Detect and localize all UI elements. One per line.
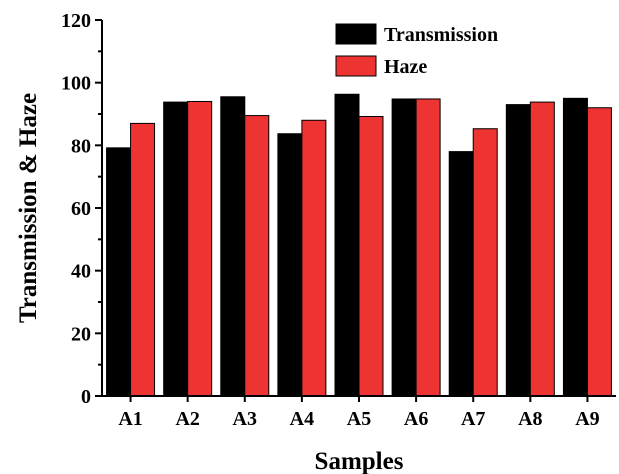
y-tick-label: 0 [81,386,91,408]
bar-haze-a7 [472,128,498,397]
legend-label-transmission: Transmission [384,24,498,46]
bar-transmission-a1 [106,147,132,397]
bar-transmission-a2 [163,101,189,397]
bar-transmission-a9 [562,97,588,397]
bar-transmission-a3 [220,96,246,397]
bar-haze-a9 [586,107,612,397]
bar-haze-a6 [415,98,441,397]
bar-haze-a5 [358,116,384,397]
x-tick-label-a6: A6 [404,408,428,430]
y-tick-label: 40 [71,261,91,283]
legend-swatch-transmission [335,23,377,45]
y-tick-label: 60 [71,198,91,220]
bar-haze-a4 [301,119,327,397]
bar-haze-a1 [130,122,156,397]
x-axis-title: Samples [315,448,404,474]
x-tick-label-a5: A5 [347,408,371,430]
x-ticks-layer: A1 A2 A3 A4 A5 A6 A7 A8 A9 [118,396,600,430]
bar-transmission-a5 [334,93,360,397]
x-tick-label-a4: A4 [290,408,314,430]
bar-transmission-a8 [505,104,531,397]
x-tick-label-a1: A1 [118,408,142,430]
y-axis-title: Transmission & Haze [15,93,42,323]
y-tick-label: 80 [71,135,91,157]
bar-transmission-a6 [391,98,417,397]
y-ticks-layer: 0 20 40 60 80 100 120 [61,10,102,408]
bar-haze-a8 [529,101,555,397]
bar-haze-a2 [187,100,213,397]
legend-label-haze: Haze [384,56,427,78]
legend-swatch-haze [335,55,377,77]
x-tick-label-a2: A2 [175,408,199,430]
bar-transmission-a7 [448,151,474,397]
x-tick-label-a8: A8 [518,408,542,430]
legend: Transmission Haze [335,23,498,78]
x-tick-label-a7: A7 [461,408,485,430]
bar-transmission-a4 [277,133,303,397]
bars-layer [106,93,612,397]
y-tick-label: 120 [61,10,91,32]
x-tick-label-a3: A3 [233,408,257,430]
y-tick-label: 20 [71,323,91,345]
y-tick-label: 100 [61,73,91,95]
bar-haze-a3 [244,115,270,397]
x-tick-label-a9: A9 [575,408,599,430]
